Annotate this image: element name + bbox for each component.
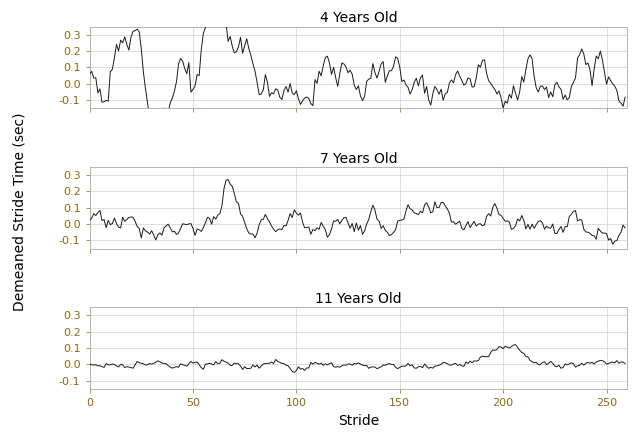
Title: 7 Years Old: 7 Years Old [319,152,397,166]
Text: Demeaned Stride Time (sec): Demeaned Stride Time (sec) [12,113,26,312]
Title: 4 Years Old: 4 Years Old [319,11,397,25]
X-axis label: Stride: Stride [338,414,379,427]
Title: 11 Years Old: 11 Years Old [315,292,402,306]
